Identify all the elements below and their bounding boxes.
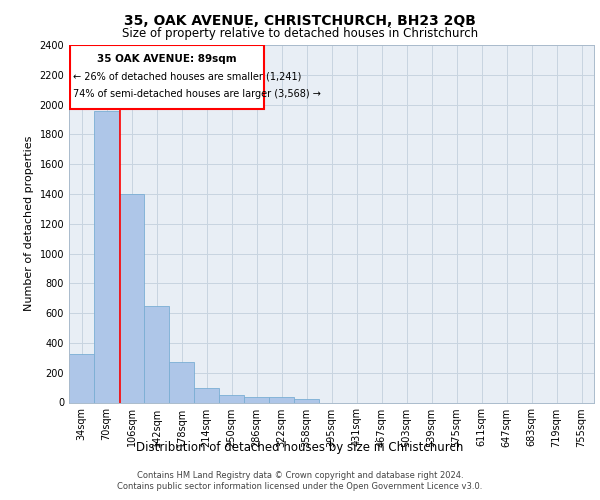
Bar bbox=[69, 354, 94, 403]
Bar bbox=[269, 397, 294, 402]
Text: Size of property relative to detached houses in Christchurch: Size of property relative to detached ho… bbox=[122, 28, 478, 40]
Bar bbox=[169, 362, 194, 403]
Bar bbox=[94, 110, 119, 403]
Bar bbox=[219, 396, 244, 402]
Text: 35, OAK AVENUE, CHRISTCHURCH, BH23 2QB: 35, OAK AVENUE, CHRISTCHURCH, BH23 2QB bbox=[124, 14, 476, 28]
Text: Contains HM Land Registry data © Crown copyright and database right 2024.: Contains HM Land Registry data © Crown c… bbox=[137, 471, 463, 480]
Y-axis label: Number of detached properties: Number of detached properties bbox=[24, 136, 34, 312]
Bar bbox=[194, 388, 219, 402]
Bar bbox=[70, 45, 264, 109]
Text: ← 26% of detached houses are smaller (1,241): ← 26% of detached houses are smaller (1,… bbox=[73, 71, 302, 81]
Text: Distribution of detached houses by size in Christchurch: Distribution of detached houses by size … bbox=[136, 441, 464, 454]
Bar bbox=[144, 306, 169, 402]
Bar bbox=[294, 399, 319, 402]
Text: 74% of semi-detached houses are larger (3,568) →: 74% of semi-detached houses are larger (… bbox=[73, 89, 321, 99]
Bar bbox=[244, 397, 269, 402]
Text: 35 OAK AVENUE: 89sqm: 35 OAK AVENUE: 89sqm bbox=[97, 54, 236, 64]
Bar bbox=[119, 194, 144, 402]
Text: Contains public sector information licensed under the Open Government Licence v3: Contains public sector information licen… bbox=[118, 482, 482, 491]
